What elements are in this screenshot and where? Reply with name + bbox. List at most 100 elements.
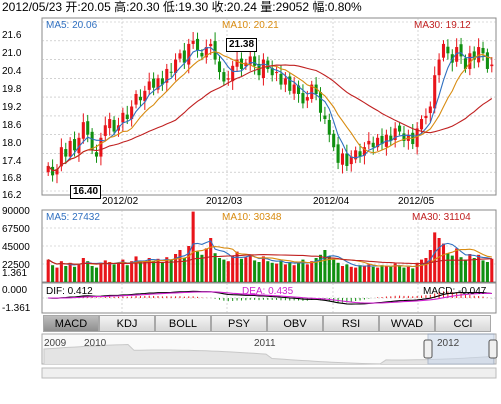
- volume-bar: [121, 259, 125, 282]
- candle-body: [358, 151, 362, 157]
- volume-bar: [345, 264, 349, 282]
- volume-bar: [275, 263, 279, 282]
- tab-rsi[interactable]: RSI: [323, 315, 379, 332]
- x-tick-3: 2012/04: [313, 196, 350, 207]
- vol-ma5-label: MA5: 27432: [46, 212, 100, 223]
- close-label: 收:: [211, 0, 227, 14]
- tab-kdj[interactable]: KDJ: [99, 315, 155, 332]
- candle-body: [112, 119, 116, 132]
- candle-body: [305, 97, 309, 101]
- price-ma5-label: MA5: 20.06: [46, 20, 98, 31]
- candle-body: [143, 90, 147, 102]
- volume-bar: [108, 262, 112, 282]
- volume-bar: [160, 262, 164, 282]
- change-value: 0.80%: [327, 0, 362, 14]
- candle-body: [138, 96, 142, 101]
- open-value: 20.05: [80, 0, 111, 14]
- volume-bar: [389, 266, 393, 282]
- candle-body: [231, 65, 235, 82]
- candle-body: [398, 125, 402, 132]
- volume-bar: [217, 258, 222, 282]
- macd-label: MACD: -0.047: [423, 286, 487, 297]
- candle-body: [301, 93, 305, 104]
- volume-bar: [402, 267, 406, 282]
- tab-wvad[interactable]: WVAD: [379, 315, 435, 332]
- candle-body: [121, 112, 125, 123]
- volume-bar: [384, 266, 388, 282]
- navigator-scrollbar[interactable]: [41, 367, 497, 379]
- candle-body: [235, 59, 239, 67]
- volume-bar: [419, 259, 424, 282]
- vol-ma10-label: MA10: 30348: [222, 212, 282, 223]
- volume-bar: [266, 261, 270, 282]
- candle-body: [68, 140, 72, 157]
- tab-cci[interactable]: CCI: [435, 315, 491, 332]
- tab-psy[interactable]: PSY: [211, 315, 267, 332]
- nav-label-2010: 2010: [84, 338, 107, 349]
- candle-body: [108, 119, 112, 129]
- min-price-callout: 16.40: [70, 185, 102, 199]
- volume-bar: [270, 262, 274, 282]
- volume-bar: [340, 266, 345, 282]
- navigator-left-handle[interactable]: [423, 339, 433, 359]
- candle-body: [345, 153, 349, 166]
- volume-ma10-line: [47, 246, 492, 268]
- candle-body: [318, 92, 323, 113]
- x-tick-1: 2012/02: [102, 196, 139, 207]
- candle-body: [257, 63, 261, 76]
- price-tick-8: 17.4: [2, 156, 22, 167]
- candle-body: [323, 115, 327, 120]
- candle-body: [160, 78, 164, 85]
- candle-body: [485, 52, 489, 69]
- volume-bar: [239, 258, 243, 282]
- volume-bar: [441, 243, 446, 282]
- candle-body: [455, 47, 459, 62]
- candle-body: [46, 165, 50, 173]
- volume-bar: [165, 257, 169, 282]
- volume-bar: [446, 253, 450, 282]
- volume-bar: [318, 254, 323, 282]
- price-ma30-label: MA30: 19.12: [414, 20, 471, 31]
- candle-body: [310, 84, 314, 99]
- volume-bar: [371, 266, 375, 282]
- vol-tick-4: 22500: [2, 260, 30, 271]
- candle-body: [297, 85, 301, 94]
- nav-label-2011: 2011: [254, 338, 276, 349]
- x-tick-2: 2012/03: [206, 196, 243, 207]
- candle-body: [90, 131, 94, 151]
- volume-bar: [301, 259, 305, 282]
- volume-bar: [195, 251, 200, 282]
- tab-macd[interactable]: MACD: [43, 315, 99, 332]
- navigator-right-handle[interactable]: [488, 339, 498, 359]
- volume-bar: [468, 254, 472, 282]
- volume-bar: [323, 250, 327, 282]
- volume-bar: [59, 261, 63, 282]
- candle-body: [288, 76, 292, 91]
- volume-bar: [156, 258, 160, 282]
- volume-bar: [94, 267, 99, 282]
- volume-bar: [81, 258, 85, 282]
- candle-body: [248, 56, 252, 65]
- volume-bar: [336, 262, 340, 282]
- max-price-callout: 21.38: [226, 38, 258, 52]
- nav-label-2009: 2009: [44, 338, 67, 349]
- tab-obv[interactable]: OBV: [267, 315, 323, 332]
- price-tick-2: 21.0: [2, 48, 22, 59]
- candle-body: [103, 125, 107, 136]
- candle-body: [55, 169, 59, 175]
- macd-tick-3: -1.361: [2, 303, 31, 314]
- volume-bar: [477, 254, 481, 282]
- volume-bar: [362, 266, 366, 282]
- dea-label: DEA: 0.435: [242, 286, 294, 297]
- high-value: 20.30: [129, 0, 160, 14]
- price-panel-frame: [41, 17, 497, 196]
- volume-bar: [463, 259, 467, 282]
- volume-bar: [349, 266, 353, 282]
- volume-bar: [358, 265, 362, 282]
- dif-line: [48, 290, 492, 305]
- volume-bar: [485, 262, 489, 282]
- volume-bar: [147, 258, 151, 282]
- volume-bar: [134, 256, 138, 282]
- candle-body: [81, 122, 85, 139]
- tab-boll[interactable]: BOLL: [155, 315, 211, 332]
